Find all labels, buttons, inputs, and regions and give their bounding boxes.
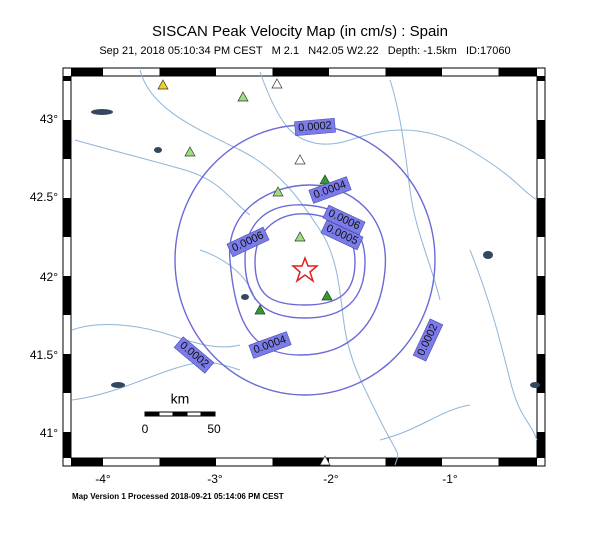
contour-label-text: 0.0002 <box>298 119 333 134</box>
x-axis-label: -2° <box>323 472 339 486</box>
footer: Map Version 1 Processed 2018-09-21 05:14… <box>72 492 284 501</box>
y-axis-label: 41° <box>40 426 58 440</box>
scale-bar <box>144 411 216 417</box>
x-axis-label: -3° <box>207 472 223 486</box>
frame-segment <box>63 120 71 159</box>
frame-segment <box>272 68 329 76</box>
epicenter <box>290 255 320 284</box>
contour-label: 0.0002 <box>294 117 336 137</box>
frame-segment <box>63 432 71 458</box>
rivers <box>71 69 538 466</box>
frame-segment <box>71 68 103 76</box>
frame-segment <box>537 120 545 159</box>
frame-segment <box>537 198 545 237</box>
scale-label: 50 <box>207 422 221 436</box>
frame-segment <box>63 198 71 237</box>
frame-segment <box>159 68 216 76</box>
x-axis-label: -4° <box>95 472 111 486</box>
subtitle: Sep 21, 2018 05:10:34 PM CEST M 2.1 N42.… <box>99 45 510 57</box>
frame-segment <box>63 276 71 315</box>
frame-segment <box>272 458 329 466</box>
frame-segment <box>537 76 545 81</box>
scale-label: 0 <box>142 422 149 436</box>
y-axis-label: 41.5° <box>30 348 58 362</box>
frame-segment <box>385 458 442 466</box>
frame-segment <box>498 68 537 76</box>
scale-unit: km <box>171 391 190 407</box>
x-axis-label: -1° <box>442 472 458 486</box>
y-axis-label: 42° <box>40 270 58 284</box>
title: SISCAN Peak Velocity Map (in cm/s) : Spa… <box>152 23 448 40</box>
frame-segment <box>385 68 442 76</box>
frame-segment <box>537 354 545 393</box>
frame-segment <box>159 458 216 466</box>
frame-segment <box>63 76 71 81</box>
lakes <box>91 109 540 388</box>
frame-segment <box>537 276 545 315</box>
stations <box>157 78 333 466</box>
frame-segment <box>498 458 537 466</box>
frame-segment <box>537 432 545 458</box>
frame-segment <box>63 354 71 393</box>
frame-segment <box>71 458 103 466</box>
y-axis-label: 43° <box>40 112 58 126</box>
y-axis-label: 42.5° <box>30 190 58 204</box>
